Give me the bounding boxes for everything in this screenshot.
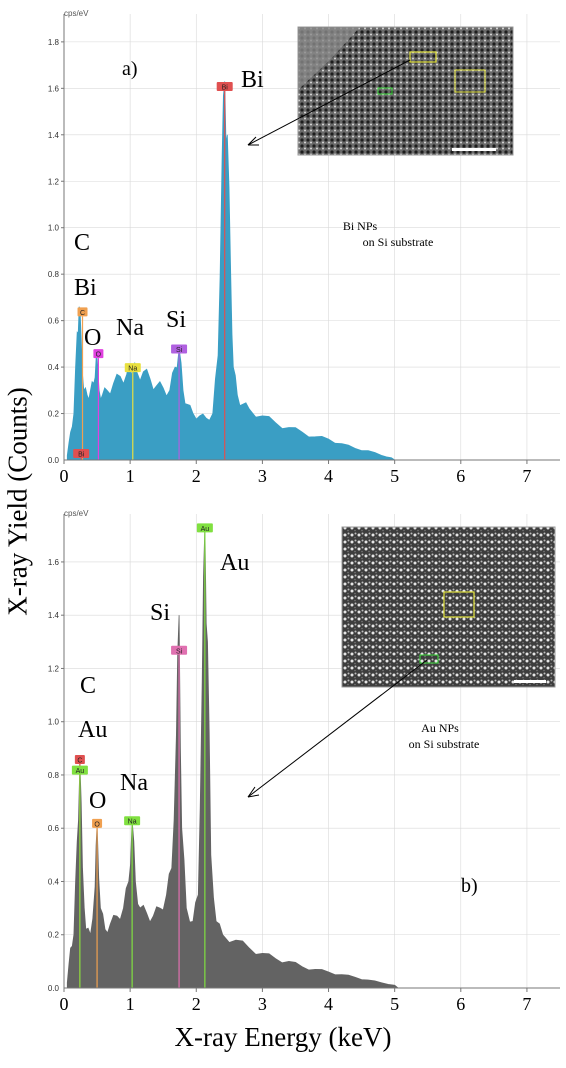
panel-b-sem-inset (341, 526, 556, 688)
panel-b-ytick-label-5: 1.2 (48, 664, 60, 673)
panel-b-peak-tag-text-3: Na (128, 819, 137, 826)
panel-b-peak-tag-text-2: O (94, 821, 100, 828)
panel-a-ytick-label-4: 1.0 (48, 224, 60, 233)
panel-b-annotation-si: Si (150, 600, 170, 626)
panel-b-peak-tag-c-0 (74, 754, 85, 764)
panel-b-ytick-label-3: 0.8 (48, 771, 60, 780)
panel-a-peak-tag-si-3 (171, 344, 188, 354)
panel-b-spectrum-area (66, 524, 400, 989)
panel-a-ytick-label-6: 1.4 (48, 131, 60, 140)
panel-b-axes: 0.2 0.4 0.6 0.8 1.0 1.2 1.4 1.6 0.00 1 2 3 4 5 6 7 (48, 514, 560, 1014)
panel-b-peak-tag-text-5: Au (201, 526, 210, 533)
panel-b-caption-line1: Au NPs (421, 721, 459, 735)
panel-b-annotation-au-low: Au (78, 717, 107, 743)
panel-b-ytick-label-7: 1.6 (48, 558, 60, 567)
panel-b: C Au O Na Si Au 0.2 0.4 0.6 0.8 1.0 1.2 1.4 1.6 0.00 1… (48, 509, 560, 1014)
panel-a-ytick-label-3: 0.8 (48, 270, 60, 279)
panel-a-peaks: C O Na Si Bi Bi (73, 82, 233, 460)
panel-b-peak-tag-na-3 (124, 816, 141, 826)
panel-a-ytick-label-zero: 0.0 (48, 456, 60, 465)
panel-a-peak-tag-bi-4 (216, 82, 233, 92)
panel-b-arrow-head (247, 786, 260, 798)
panel-b-ytick-label-1: 0.4 (48, 877, 60, 886)
panel-b-annotation-c: C (80, 673, 96, 699)
panel-b-unit-label: cps/eV (64, 509, 89, 518)
panel-a-peak-tag-o-1 (93, 349, 104, 359)
panel-a-xtick-label-1: 1 (126, 466, 135, 486)
panel-b-peak-tag-text-4: Si (176, 648, 183, 655)
panel-a-annotation-bi: Bi (241, 67, 264, 93)
panel-b-inset-arrow (247, 659, 428, 798)
panel-b-xtick-label-6: 6 (456, 994, 465, 1014)
panel-a-grid (64, 14, 560, 460)
panel-a-spectrum (66, 81, 396, 461)
panel-a-peak-tag-bi-5 (73, 449, 90, 459)
panel-b-ytick-label-0: 0.2 (48, 931, 60, 940)
panel-a-annotation-si: Si (166, 307, 186, 333)
panel-a-peak-tag-c-0 (77, 307, 88, 317)
panel-a-peak-tag-text-1: O (96, 352, 102, 359)
panel-b-peak-tag-si-4 (171, 645, 188, 655)
panel-a-caption-line1: Bi NPs (343, 219, 378, 233)
panel-b-ytick-label-6: 1.4 (48, 611, 60, 620)
panel-a-xtick-label-3: 3 (258, 466, 267, 486)
panel-a-spectrum-area (66, 81, 396, 461)
panel-a-sem-inset (297, 26, 514, 156)
panel-b-ytick-label-zero: 0.0 (48, 984, 60, 993)
panel-a-unit-label: cps/eV (64, 9, 89, 18)
panel-b-annotation-o: O (89, 788, 106, 814)
panel-a-annotation-c: C (74, 230, 90, 256)
panel-b-xtick-label-0: 0 (60, 994, 69, 1014)
panel-b-peak-tag-au-5 (196, 523, 213, 533)
panel-a-caption-line2: on Si substrate (363, 235, 434, 249)
panel-a-annotation-bi-low: Bi (74, 275, 97, 301)
panel-a-annotation-na: Na (116, 315, 144, 341)
panel-a-ytick-label-7: 1.6 (48, 84, 60, 93)
panel-b-xtick-label-4: 4 (324, 994, 333, 1014)
panel-b-peak-tag-text-1: Au (76, 768, 85, 775)
panel-b-xtick-label-7: 7 (522, 994, 531, 1014)
panel-a-label: a) (122, 58, 138, 80)
panel-b-spectrum (66, 524, 400, 989)
panel-a-xtick-label-6: 6 (456, 466, 465, 486)
panel-a-xtick-label-7: 7 (522, 466, 531, 486)
panel-a-arrow-head (247, 136, 259, 146)
panel-a-axes: 0.2 0.4 0.6 0.8 1.0 1.2 1.4 1.6 1.8 0.00 1 2 3 4 5 6 7 (48, 14, 560, 486)
panel-a-xtick-label-0: 0 (60, 466, 69, 486)
panel-a-peak-tag-text-0: C (80, 310, 85, 317)
panel-b-annotation-na: Na (120, 770, 148, 796)
panel-a-ytick-label-1: 0.4 (48, 363, 60, 372)
panel-a-annotation-o: O (84, 325, 101, 351)
panel-a-xtick-label-2: 2 (192, 466, 201, 486)
panel-b-xtick-label-3: 3 (258, 994, 267, 1014)
x-axis-label: X-ray Energy (keV) (174, 1022, 392, 1052)
panel-b-label: b) (461, 875, 478, 897)
panel-b-xtick-label-2: 2 (192, 994, 201, 1014)
panel-b-ytick-label-4: 1.0 (48, 718, 60, 727)
panel-a-peak-tag-text-5: Bi (78, 452, 85, 459)
panel-a-ytick-label-0: 0.2 (48, 410, 60, 419)
panel-a-ytick-label-2: 0.6 (48, 317, 60, 326)
panel-b-annotation-au: Au (220, 550, 249, 576)
panel-a-peak-tag-text-2: Na (128, 366, 137, 373)
panel-a-peak-tag-text-4: Bi (222, 85, 229, 92)
panel-a-peak-tag-text-3: Si (176, 347, 183, 354)
y-axis-label: X-ray Yield (Counts) (2, 387, 33, 616)
panel-b-peak-tag-text-0: C (77, 757, 82, 764)
panel-b-peaks: C Au O Na Si Au (71, 523, 213, 988)
panel-b-peak-tag-au-1 (71, 765, 88, 775)
panel-b-xtick-label-1: 1 (126, 994, 135, 1014)
panel-a-inset-arrow (247, 59, 411, 146)
panel-b-ytick-label-2: 0.6 (48, 824, 60, 833)
panel-b-peak-tag-o-2 (92, 818, 103, 828)
panel-b-caption-line2: on Si substrate (409, 737, 480, 751)
panel-a-ytick-label-8: 1.8 (48, 38, 60, 47)
panel-a-xtick-label-4: 4 (324, 466, 333, 486)
panel-a-ytick-label-5: 1.2 (48, 177, 60, 186)
panel-a-peak-tag-na-2 (124, 363, 141, 373)
panel-b-xtick-label-5: 5 (390, 994, 399, 1014)
panel-a-xtick-label-5: 5 (390, 466, 399, 486)
